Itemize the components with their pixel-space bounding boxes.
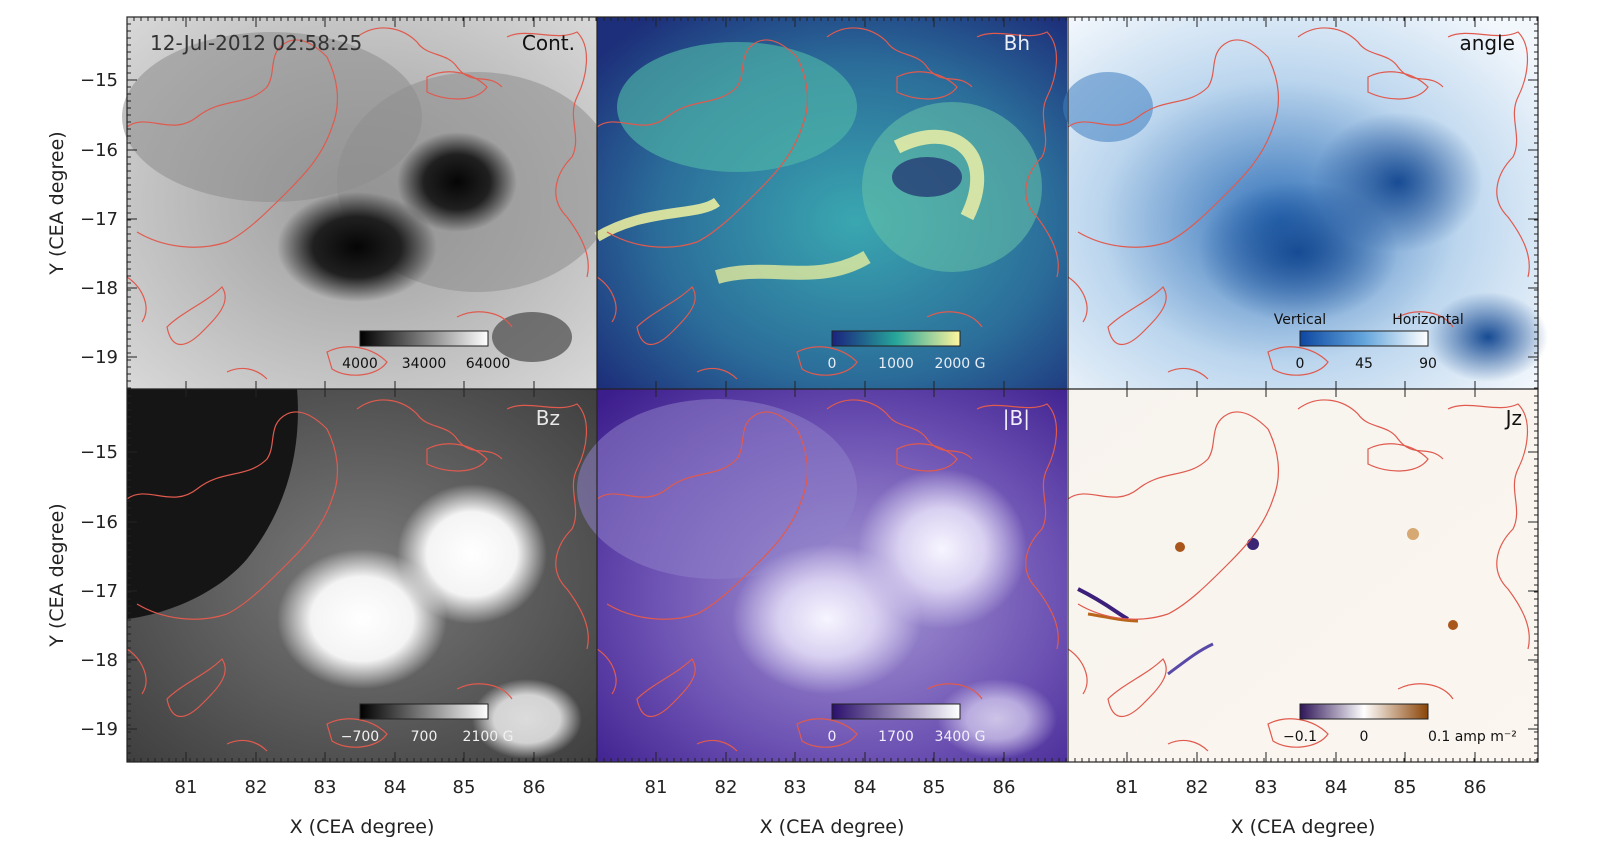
x-tick-label: 84 bbox=[1325, 777, 1348, 798]
x-tick-label: 84 bbox=[384, 777, 407, 798]
x-tick-label: 85 bbox=[923, 777, 946, 798]
tick-marks bbox=[126, 16, 1538, 762]
y-axis-label: Y (CEA degree) bbox=[46, 131, 68, 275]
x-tick-label: 82 bbox=[1186, 777, 1209, 798]
colorbar-tick: 0.1 amp m⁻² bbox=[1428, 729, 1517, 745]
colorbar-tick: 90 bbox=[1419, 356, 1437, 372]
colorbar-tick: 3400 G bbox=[935, 729, 986, 745]
colorbar-tick: 2000 G bbox=[935, 356, 986, 372]
x-tick-label: 81 bbox=[175, 777, 198, 798]
y-tick-label: −17 bbox=[80, 581, 118, 602]
panel-angle bbox=[1063, 17, 1548, 389]
panel-label-bz: Bz bbox=[536, 406, 560, 430]
y-tick-label: −19 bbox=[80, 719, 118, 740]
colorbar-tick: 0 bbox=[1296, 356, 1305, 372]
x-tick-label: 81 bbox=[645, 777, 668, 798]
x-tick-label: 83 bbox=[314, 777, 337, 798]
y-tick-label: −15 bbox=[80, 442, 118, 463]
colorbar-tick: 45 bbox=[1355, 356, 1373, 372]
y-tick-label: −15 bbox=[80, 70, 118, 91]
x-tick-label: 84 bbox=[854, 777, 877, 798]
colorbar-tick: 0 bbox=[828, 729, 837, 745]
colorbar-tick: 0 bbox=[1360, 729, 1369, 745]
y-tick-label: −16 bbox=[80, 512, 118, 533]
colorbar-tick: −0.1 bbox=[1283, 729, 1317, 745]
x-tick-label: 82 bbox=[715, 777, 738, 798]
x-tick-label: 86 bbox=[1464, 777, 1487, 798]
y-tick-label: −18 bbox=[80, 278, 118, 299]
colorbar-tick: 4000 bbox=[342, 356, 378, 372]
panel-b-total bbox=[577, 389, 1067, 762]
y-tick-labels: −15 −16 −17 −18 −19 −15 −16 −17 −18 −19 bbox=[80, 70, 118, 740]
x-tick-label: 86 bbox=[523, 777, 546, 798]
x-tick-labels: 81 82 83 84 85 86 81 82 83 84 85 86 81 82 83 84 85 86 bbox=[175, 777, 1487, 798]
panel-label-bh: Bh bbox=[1004, 31, 1030, 55]
x-axis-label: X (CEA degree) bbox=[1231, 816, 1376, 838]
panel-frames bbox=[126, 16, 1539, 763]
panel-label-jz: Jz bbox=[1504, 406, 1522, 430]
panel-bh bbox=[594, 17, 1067, 389]
colorbar-tick: 1000 bbox=[878, 356, 914, 372]
timestamp-label: 12-Jul-2012 02:58:25 bbox=[150, 31, 362, 55]
y-tick-label: −19 bbox=[80, 347, 118, 368]
y-tick-label: −16 bbox=[80, 140, 118, 161]
x-axis-label: X (CEA degree) bbox=[760, 816, 905, 838]
y-tick-label: −18 bbox=[80, 650, 118, 671]
y-axis-label: Y (CEA degree) bbox=[46, 503, 68, 647]
x-tick-label: 86 bbox=[993, 777, 1016, 798]
panel-label-angle: angle bbox=[1460, 31, 1516, 55]
panel-continuum bbox=[122, 17, 617, 389]
colorbar-bz: −700 700 2100 G bbox=[341, 703, 514, 745]
colorbar-tick: −700 bbox=[341, 729, 379, 745]
panel-label-cont: Cont. bbox=[522, 31, 575, 55]
y-tick-label: −17 bbox=[80, 209, 118, 230]
colorbar-angle: Vertical Horizontal 0 45 90 bbox=[1274, 312, 1464, 372]
colorbar-tick: 700 bbox=[411, 729, 438, 745]
colorbar-tick: 2100 G bbox=[463, 729, 514, 745]
x-tick-label: 83 bbox=[784, 777, 807, 798]
colorbar-cont: 4000 34000 64000 bbox=[342, 330, 511, 372]
colorbar-tick: 64000 bbox=[466, 356, 511, 372]
colorbar-tick: 1700 bbox=[878, 729, 914, 745]
x-axis-label: X (CEA degree) bbox=[290, 816, 435, 838]
x-tick-label: 85 bbox=[1394, 777, 1417, 798]
x-tick-label: 81 bbox=[1116, 777, 1139, 798]
panel-bz bbox=[126, 389, 597, 762]
colorbar-tick: 0 bbox=[828, 356, 837, 372]
panel-label-b: |B| bbox=[1003, 406, 1030, 430]
colorbar-bh: 0 1000 2000 G bbox=[828, 330, 986, 372]
colorbar-tick: 34000 bbox=[402, 356, 447, 372]
x-tick-label: 82 bbox=[245, 777, 268, 798]
colorbar-jz: −0.1 0 0.1 amp m⁻² bbox=[1283, 703, 1517, 745]
colorbar-b: 0 1700 3400 G bbox=[828, 703, 986, 745]
x-tick-label: 85 bbox=[453, 777, 476, 798]
panel-jz bbox=[1067, 389, 1538, 762]
x-tick-label: 83 bbox=[1255, 777, 1278, 798]
colorbar-end-label: Horizontal bbox=[1392, 312, 1463, 328]
colorbar-end-label: Vertical bbox=[1274, 312, 1326, 328]
